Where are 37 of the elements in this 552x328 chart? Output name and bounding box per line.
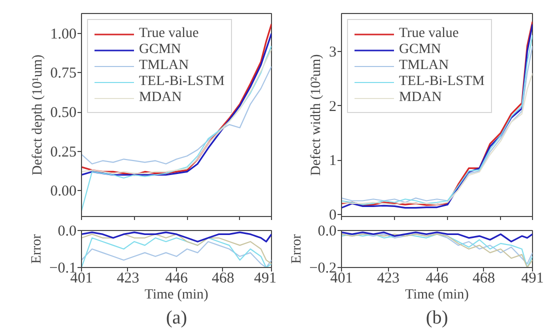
y-tick-label: 0.50 bbox=[50, 105, 76, 122]
y-tick-label: 1.00 bbox=[50, 26, 76, 42]
x-tick-label: 423 bbox=[376, 270, 400, 286]
x-tick-label: 423 bbox=[116, 270, 140, 286]
y-tick-label: 0.00 bbox=[50, 184, 76, 200]
text: (a) bbox=[166, 308, 188, 328]
x-tick-label: 468 bbox=[472, 270, 495, 286]
legend-label: TMLAN bbox=[399, 58, 449, 74]
y-tick-label: 0 bbox=[329, 207, 336, 224]
x-tick-label: 446 bbox=[165, 270, 188, 286]
y-tick-label: 0.75 bbox=[50, 66, 76, 82]
y-tick-label: 3 bbox=[329, 44, 336, 60]
y-tick-label: 2 bbox=[329, 98, 336, 115]
y-axis-title: Error bbox=[289, 234, 304, 264]
x-tick-label: 468 bbox=[212, 270, 234, 286]
legend-label: True value bbox=[139, 26, 199, 42]
x-tick-label: 446 bbox=[426, 270, 449, 286]
x-tick-label: 491 bbox=[521, 270, 544, 286]
y-tick-label: 1 bbox=[329, 153, 336, 170]
y-axis-title: Error bbox=[29, 234, 44, 264]
y-tick-label: 0.0 bbox=[318, 224, 336, 240]
legend-label: True value bbox=[399, 26, 459, 42]
y-axis-title: Defect depth (10¹um) bbox=[30, 54, 46, 176]
text: (b) bbox=[426, 308, 448, 328]
x-axis-title: Time (min) bbox=[144, 288, 209, 302]
y-tick-label: 0.25 bbox=[50, 144, 76, 160]
legend-label: GCMN bbox=[399, 42, 442, 58]
legend-label: GCMN bbox=[139, 42, 182, 58]
x-axis-title: Time (min) bbox=[405, 288, 470, 302]
x-tick-label: 491 bbox=[254, 270, 276, 286]
legend-label: MDAN bbox=[399, 90, 442, 106]
y-axis-title: Defect width (10²um) bbox=[309, 54, 324, 176]
y-tick-label: 0.0 bbox=[58, 224, 76, 240]
legend-label: TMLAN bbox=[139, 58, 189, 74]
legend-label: MDAN bbox=[139, 90, 182, 106]
legend-label: TEL-Bi-LSTM bbox=[139, 74, 225, 90]
legend-label: TEL-Bi-LSTM bbox=[399, 74, 485, 90]
